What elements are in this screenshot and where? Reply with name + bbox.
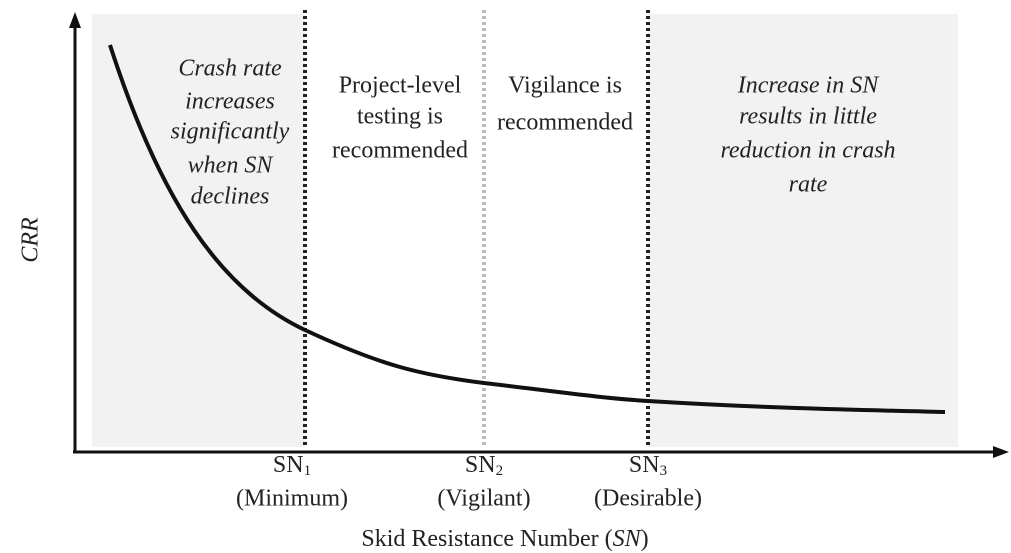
region-text: significantly (171, 119, 290, 145)
threshold-symbol: SN1 (273, 452, 311, 480)
region-text: Vigilance is (508, 73, 622, 99)
subscript: 1 (304, 463, 312, 479)
threshold-name: (Minimum) (236, 486, 348, 512)
region-text: Crash rate (178, 56, 282, 82)
subscript: 2 (496, 463, 504, 479)
y-arrow (69, 12, 81, 28)
region-text: testing is (357, 104, 443, 130)
region-text: results in little (739, 104, 877, 130)
region-bg (648, 14, 958, 447)
region-text: reduction in crash (720, 138, 895, 164)
symbol: SN (629, 452, 660, 478)
subscript: 3 (660, 463, 668, 479)
region-text: rate (789, 172, 828, 198)
symbol: SN (465, 452, 496, 478)
threshold-name: (Desirable) (594, 486, 702, 512)
region-text: Project-level (339, 73, 462, 99)
x-axis-label: Skid Resistance Number (SN) (361, 526, 648, 552)
region-bg (92, 14, 305, 447)
region-text: increases (185, 89, 275, 115)
symbol: SN (273, 452, 304, 478)
region-text: Increase in SN (737, 73, 880, 99)
threshold-name: (Vigilant) (437, 486, 530, 512)
region-text: declines (191, 184, 270, 210)
region-text: recommended (332, 138, 468, 164)
curve (108, 44, 946, 414)
y-axis-label: CRR (18, 217, 44, 263)
threshold-symbol: SN2 (465, 452, 503, 480)
region-text: recommended (497, 110, 633, 136)
region-text: when SN (188, 153, 275, 179)
x-arrow (993, 446, 1009, 458)
threshold-symbol: SN3 (629, 452, 667, 480)
